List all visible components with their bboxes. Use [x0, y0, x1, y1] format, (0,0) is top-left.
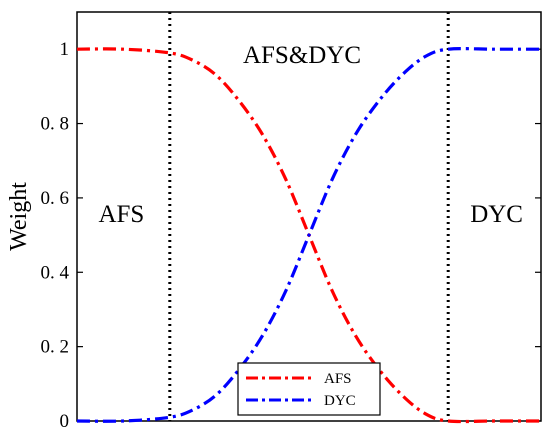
y-tick-label-1: 0. 2: [41, 337, 70, 358]
plot-frame: [76, 11, 542, 422]
region-label-2: DYC: [470, 201, 523, 228]
legend-box: [237, 362, 381, 416]
y-axis-label: Weight: [6, 182, 32, 251]
chart-marks: 0 0. 2 0. 4 0. 6 0. 8 1 Weight AFS AFS&DYC DYC AFS…: [6, 11, 542, 431]
legend-label-dyc: DYC: [324, 393, 356, 409]
region-label-0: AFS: [98, 201, 144, 228]
y-tick-label-5: 1: [60, 39, 70, 60]
region-label-1: AFS&DYC: [243, 42, 361, 69]
y-tick-label-2: 0. 4: [41, 262, 70, 283]
y-tick-label-0: 0: [60, 411, 70, 431]
series-line-dyc: [76, 47, 541, 423]
y-tick-label-3: 0. 6: [41, 188, 70, 209]
y-tick-label-4: 0. 8: [41, 114, 70, 135]
legend-label-afs: AFS: [324, 371, 352, 387]
